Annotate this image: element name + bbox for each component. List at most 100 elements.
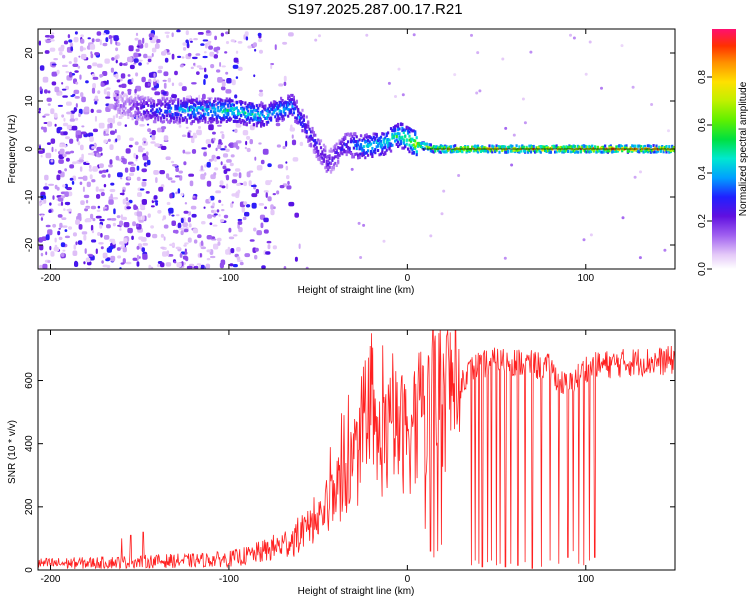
spectrogram-cell bbox=[91, 230, 95, 234]
spectrogram-cell bbox=[189, 180, 194, 187]
spectrogram-cell bbox=[113, 208, 116, 215]
spectrogram-cell bbox=[554, 150, 557, 154]
spectrogram-cell bbox=[307, 125, 310, 129]
spectrogram-cell bbox=[245, 107, 248, 111]
spectrogram-cell bbox=[225, 97, 228, 101]
spectrogram-cell bbox=[488, 144, 491, 148]
spectrogram-cell bbox=[87, 65, 92, 69]
spectrogram-cell bbox=[54, 123, 57, 127]
spectrogram-cell bbox=[604, 144, 607, 148]
spectrogram-cell bbox=[204, 67, 207, 73]
spectrogram-cell bbox=[338, 139, 341, 143]
spectrogram-cell bbox=[132, 257, 138, 261]
colorbar: 0.00.20.40.60.8 Normalized spectral ampl… bbox=[697, 29, 749, 276]
spectrogram-cell bbox=[244, 121, 247, 125]
spectrogram-cell bbox=[141, 76, 146, 83]
spectrogram-cell bbox=[110, 193, 113, 199]
spectrogram-cell bbox=[291, 93, 294, 97]
spectrogram-cell bbox=[232, 264, 238, 268]
spectrogram-cell bbox=[212, 137, 216, 141]
spectrogram-cell bbox=[225, 41, 230, 45]
spectrogram-cell bbox=[319, 152, 323, 156]
spectrogram-cell bbox=[232, 108, 235, 112]
spectrogram-cell bbox=[147, 96, 150, 100]
spectrogram-cell bbox=[298, 111, 301, 115]
spectrogram-cell bbox=[644, 149, 647, 153]
spectrogram-cell bbox=[207, 100, 210, 104]
spectrogram-cell bbox=[96, 63, 103, 68]
spectrogram-cell bbox=[175, 118, 178, 122]
spectrogram-cell bbox=[442, 150, 445, 154]
spectrogram-cell bbox=[645, 149, 648, 153]
spectrogram-cell bbox=[234, 116, 237, 120]
spectrogram-cell bbox=[601, 146, 604, 150]
spectrogram-cell bbox=[496, 146, 500, 150]
spectrogram-cell bbox=[575, 150, 578, 154]
spectrogram-cell bbox=[264, 108, 267, 112]
spectrogram-cell bbox=[200, 106, 203, 110]
spectrogram-cell bbox=[147, 213, 151, 218]
spectrogram-cell bbox=[579, 149, 582, 153]
spectrogram-cell bbox=[572, 36, 576, 40]
spectrogram-cell bbox=[405, 138, 408, 142]
spectrogram-cell bbox=[411, 137, 414, 141]
spectrogram-cell bbox=[198, 116, 201, 120]
spectrogram-cell bbox=[134, 93, 137, 96]
spectrogram-cell bbox=[494, 150, 497, 154]
spectrogram-cell bbox=[470, 33, 473, 37]
spectrogram-cell bbox=[57, 170, 62, 174]
spectrogram-cell bbox=[193, 239, 198, 244]
spectrogram-cell bbox=[135, 100, 138, 104]
spectrogram-cell bbox=[132, 98, 136, 102]
spectrogram-cell bbox=[119, 192, 125, 195]
spectrogram-cell bbox=[620, 44, 624, 48]
spectrogram-cell bbox=[182, 42, 187, 46]
spectrogram-cell bbox=[111, 57, 115, 61]
spectrogram-cell bbox=[127, 89, 132, 95]
spectrogram-cell bbox=[102, 264, 109, 268]
spectrogram-cell bbox=[548, 150, 551, 154]
spectrogram-cell bbox=[287, 97, 290, 100]
spectrogram-cell bbox=[314, 133, 317, 137]
spectrogram-cell bbox=[224, 51, 228, 54]
spectrogram-cell bbox=[117, 95, 120, 99]
spectrogram-cell bbox=[162, 120, 166, 124]
spectrogram-cell bbox=[171, 82, 175, 87]
spectrogram-cell bbox=[272, 110, 275, 114]
spectrogram-cell bbox=[342, 136, 345, 140]
spectrogram-cell bbox=[465, 148, 468, 152]
spectrogram-cell bbox=[113, 74, 117, 78]
spectrogram-cell bbox=[95, 215, 102, 219]
spectrogram-cell bbox=[192, 109, 196, 113]
spectrogram-cell bbox=[242, 112, 245, 116]
spectrogram-cell bbox=[122, 104, 126, 108]
spectrogram-cell bbox=[158, 101, 161, 105]
spectrogram-cell bbox=[394, 124, 397, 128]
spectrogram-cell bbox=[202, 100, 206, 103]
spectrogram-cell bbox=[327, 159, 330, 163]
y-tick-label: -20 bbox=[24, 237, 35, 252]
spectrogram-cell bbox=[230, 202, 234, 208]
spectrogram-cell bbox=[275, 122, 281, 127]
spectrogram-cell bbox=[399, 123, 403, 127]
spectrogram-cell bbox=[442, 146, 445, 150]
spectrogram-cell bbox=[175, 167, 179, 172]
spectrogram-cell bbox=[205, 109, 208, 113]
spectrogram-cell bbox=[135, 117, 138, 120]
spectrogram-cell bbox=[187, 237, 192, 243]
spectrogram-cell bbox=[271, 112, 274, 116]
spectrogram-cell bbox=[291, 139, 297, 146]
spectrogram-cell bbox=[40, 252, 44, 257]
spectrogram-cell bbox=[397, 122, 400, 126]
spectrogram-cell bbox=[261, 102, 264, 106]
spectrogram-cell bbox=[349, 140, 353, 144]
spectrogram-cell bbox=[382, 140, 385, 144]
spectrogram-cell bbox=[220, 120, 223, 124]
spectrogram-cell bbox=[113, 197, 119, 200]
spectrogram-cell bbox=[454, 148, 457, 152]
spectrogram-cell bbox=[211, 102, 214, 106]
spectrogram-cell bbox=[60, 252, 65, 257]
spectrogram-cell bbox=[424, 142, 427, 146]
spectrogram-cell bbox=[257, 121, 260, 125]
spectrogram-cell bbox=[364, 156, 367, 160]
